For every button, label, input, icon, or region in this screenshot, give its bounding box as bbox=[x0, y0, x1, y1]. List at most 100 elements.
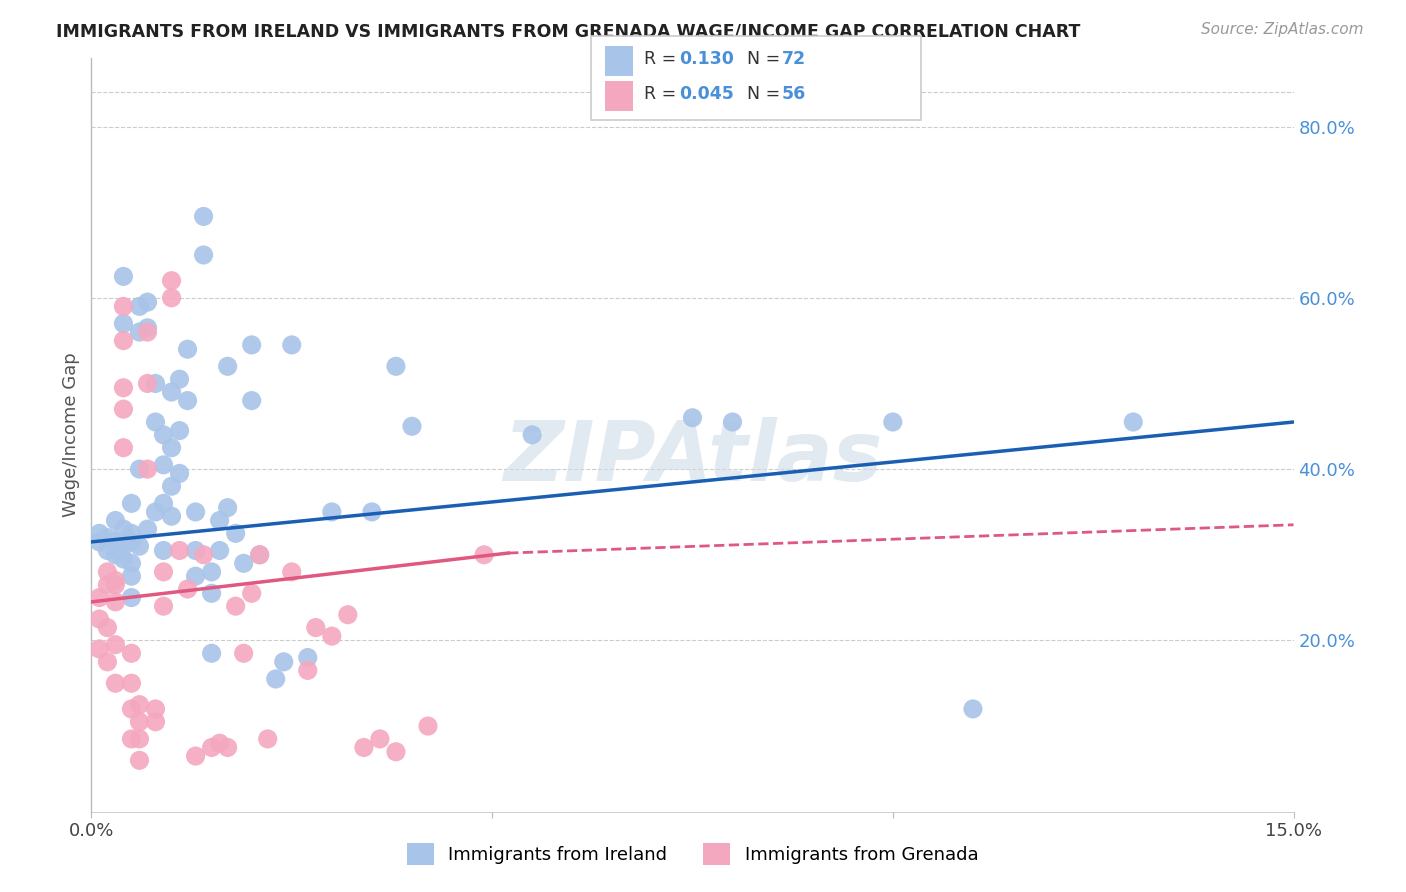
Point bbox=[104, 595, 127, 609]
Y-axis label: Wage/Income Gap: Wage/Income Gap bbox=[62, 352, 80, 517]
Point bbox=[152, 458, 174, 472]
Point bbox=[201, 646, 224, 660]
Point bbox=[169, 467, 191, 481]
Point bbox=[217, 500, 239, 515]
Point bbox=[160, 509, 183, 524]
Point bbox=[112, 552, 135, 566]
Point bbox=[145, 714, 167, 729]
Point bbox=[160, 441, 183, 455]
Text: 0.045: 0.045 bbox=[679, 85, 734, 103]
Point bbox=[136, 376, 159, 391]
Point bbox=[112, 441, 135, 455]
Point bbox=[882, 415, 904, 429]
Point bbox=[160, 479, 183, 493]
Point bbox=[208, 736, 231, 750]
Point bbox=[104, 548, 127, 562]
Text: R =: R = bbox=[644, 85, 682, 103]
Point bbox=[128, 462, 150, 476]
Point bbox=[368, 731, 391, 746]
Point bbox=[522, 427, 544, 442]
Point bbox=[184, 569, 207, 583]
Point bbox=[281, 338, 304, 352]
Text: 56: 56 bbox=[782, 85, 806, 103]
Point bbox=[89, 526, 111, 541]
Point bbox=[681, 410, 703, 425]
Point bbox=[121, 557, 143, 571]
Point bbox=[104, 676, 127, 690]
Point bbox=[89, 642, 111, 657]
Point bbox=[121, 526, 143, 541]
Point bbox=[104, 638, 127, 652]
Point bbox=[217, 740, 239, 755]
Point bbox=[281, 565, 304, 579]
Point bbox=[160, 291, 183, 305]
Point bbox=[128, 698, 150, 712]
Point bbox=[128, 539, 150, 553]
Point bbox=[112, 402, 135, 417]
Point bbox=[112, 299, 135, 313]
Point bbox=[121, 731, 143, 746]
Point bbox=[152, 496, 174, 510]
Point bbox=[152, 427, 174, 442]
Point bbox=[321, 629, 343, 643]
Point bbox=[232, 557, 254, 571]
Point bbox=[169, 424, 191, 438]
Point bbox=[401, 419, 423, 434]
Point bbox=[273, 655, 295, 669]
Point bbox=[96, 578, 118, 592]
Point bbox=[104, 574, 127, 588]
Point bbox=[104, 535, 127, 549]
Point bbox=[121, 702, 143, 716]
Legend: Immigrants from Ireland, Immigrants from Grenada: Immigrants from Ireland, Immigrants from… bbox=[398, 834, 987, 874]
Point bbox=[336, 607, 359, 622]
Point bbox=[184, 505, 207, 519]
Point bbox=[360, 505, 382, 519]
Text: N =: N = bbox=[747, 85, 786, 103]
Point bbox=[385, 745, 408, 759]
Point bbox=[89, 612, 111, 626]
Point bbox=[176, 393, 198, 408]
Point bbox=[240, 338, 263, 352]
Point bbox=[249, 548, 271, 562]
Point bbox=[128, 753, 150, 767]
Point bbox=[152, 599, 174, 614]
Point bbox=[1122, 415, 1144, 429]
Point bbox=[121, 569, 143, 583]
Point bbox=[225, 526, 247, 541]
Text: IMMIGRANTS FROM IRELAND VS IMMIGRANTS FROM GRENADA WAGE/INCOME GAP CORRELATION C: IMMIGRANTS FROM IRELAND VS IMMIGRANTS FR… bbox=[56, 22, 1081, 40]
Point bbox=[176, 342, 198, 356]
Text: 0.130: 0.130 bbox=[679, 50, 734, 68]
Point bbox=[184, 543, 207, 558]
Point bbox=[112, 381, 135, 395]
Point bbox=[240, 393, 263, 408]
Point bbox=[136, 462, 159, 476]
Point bbox=[201, 740, 224, 755]
Point bbox=[208, 514, 231, 528]
Point bbox=[232, 646, 254, 660]
Point bbox=[184, 749, 207, 764]
Text: N =: N = bbox=[747, 50, 786, 68]
Point bbox=[136, 522, 159, 536]
Point bbox=[193, 210, 215, 224]
Point bbox=[152, 543, 174, 558]
Point bbox=[256, 731, 278, 746]
Point bbox=[96, 655, 118, 669]
Point bbox=[201, 586, 224, 600]
Point bbox=[112, 269, 135, 284]
Point bbox=[96, 621, 118, 635]
Point bbox=[96, 543, 118, 558]
Point bbox=[305, 621, 328, 635]
Point bbox=[121, 535, 143, 549]
Point bbox=[128, 731, 150, 746]
Text: R =: R = bbox=[644, 50, 682, 68]
Point bbox=[136, 325, 159, 339]
Point bbox=[208, 543, 231, 558]
Point bbox=[169, 543, 191, 558]
Point bbox=[193, 548, 215, 562]
Point bbox=[128, 325, 150, 339]
Point bbox=[962, 702, 984, 716]
Point bbox=[89, 591, 111, 605]
Point bbox=[321, 505, 343, 519]
Point bbox=[160, 384, 183, 399]
Point bbox=[89, 535, 111, 549]
